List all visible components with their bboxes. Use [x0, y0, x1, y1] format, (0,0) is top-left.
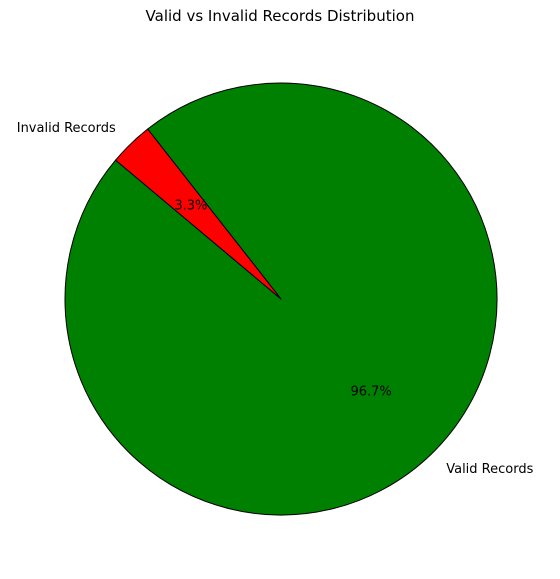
- pie-slices: [64, 82, 498, 516]
- chart-title: Valid vs Invalid Records Distribution: [145, 7, 415, 25]
- pie-pct-label: 3.3%: [174, 198, 207, 213]
- pie-slice-invalid-records: [115, 128, 282, 300]
- pie-category-label: Valid Records: [446, 462, 533, 477]
- pie-pct-label: 96.7%: [350, 385, 391, 400]
- pie-labels: 96.7% Valid Records 3.3% Invalid Records: [17, 121, 534, 477]
- pie-category-label: Invalid Records: [17, 121, 116, 136]
